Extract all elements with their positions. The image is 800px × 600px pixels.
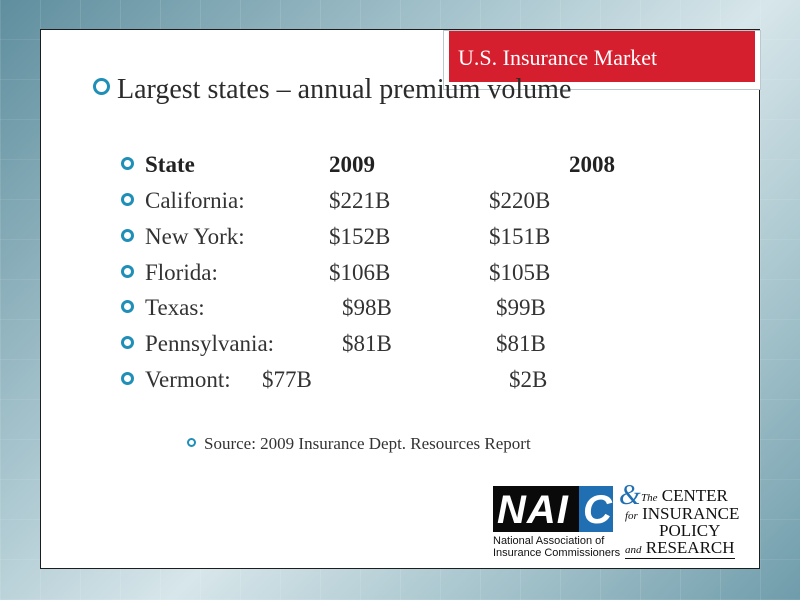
cipr-and: and: [625, 544, 642, 556]
value-2008: $105B: [489, 260, 551, 285]
value-2008: $151B: [489, 224, 551, 249]
naic-c-block: C: [579, 486, 613, 532]
cipr-line-2: for INSURANCE: [625, 504, 739, 524]
cipr-center: CENTER: [661, 486, 728, 505]
bullet-icon: [121, 265, 134, 278]
value-2008: $2B: [509, 367, 548, 392]
cipr-logo: & The CENTER for INSURANCE POLICY and RE…: [619, 480, 749, 562]
naic-logo: NAI C National Association of Insurance …: [493, 486, 621, 562]
ampersand-icon: &: [619, 480, 641, 511]
header-2009: 2009: [329, 152, 375, 177]
value-2009: $77B: [262, 367, 312, 392]
state-name: Florida:: [145, 260, 218, 285]
naic-c-letter: C: [583, 488, 612, 532]
state-name: New York:: [145, 224, 245, 249]
cipr-the: The: [641, 492, 658, 504]
value-2008: $81B: [496, 331, 546, 356]
bullet-icon: [121, 372, 134, 385]
bullet-icon: [121, 157, 134, 170]
bullet-icon: [121, 229, 134, 242]
title-box: U.S. Insurance Market: [443, 30, 761, 90]
slide: U.S. Insurance Market Largest states – a…: [40, 29, 761, 569]
state-name: Vermont:: [145, 367, 231, 392]
bullet-icon: [121, 193, 134, 206]
bullet-icon: [121, 300, 134, 313]
state-name: Pennsylvania:: [145, 331, 275, 356]
value-2009: $152B: [329, 224, 391, 249]
state-name: Texas:: [145, 295, 205, 320]
header-2008: 2008: [569, 152, 615, 177]
value-2008: $220B: [489, 188, 551, 213]
cipr-for: for: [625, 510, 638, 522]
bullet-icon: [93, 78, 110, 95]
naic-caption-line-2: Insurance Commissioners: [493, 547, 621, 559]
value-2009: $81B: [342, 331, 392, 356]
cipr-line-1: The CENTER: [641, 486, 728, 506]
heading-text: Largest states – annual premium volume: [117, 74, 572, 105]
value-2009: $106B: [329, 260, 391, 285]
slide-title: U.S. Insurance Market: [449, 31, 755, 82]
naic-letters: NAI: [497, 488, 569, 532]
cipr-research: RESEARCH: [645, 538, 735, 557]
state-name: California:: [145, 188, 245, 213]
value-2009: $98B: [342, 295, 392, 320]
naic-wordmark: NAI C: [493, 486, 613, 532]
naic-caption-line-1: National Association of: [493, 535, 605, 547]
value-2008: $99B: [496, 295, 546, 320]
cipr-insurance: INSURANCE: [642, 504, 740, 523]
bullet-icon: [187, 438, 196, 447]
cipr-policy: POLICY: [659, 521, 721, 540]
source-text: Source: 2009 Insurance Dept. Resources R…: [204, 434, 531, 453]
bullet-icon: [121, 336, 134, 349]
value-2009: $221B: [329, 188, 391, 213]
cipr-line-4: and RESEARCH: [625, 538, 735, 559]
header-state: State: [145, 152, 195, 177]
